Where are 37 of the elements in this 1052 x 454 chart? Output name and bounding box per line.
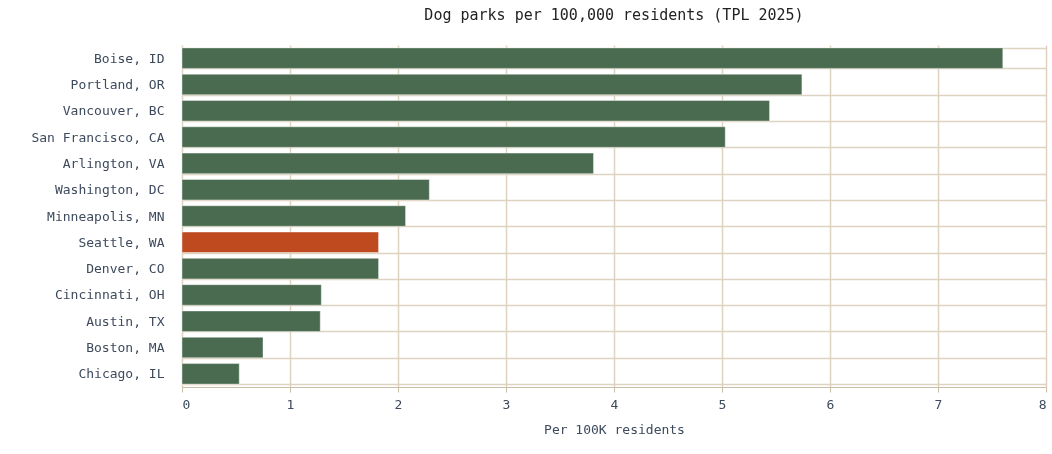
y-tick-label: Minneapolis, MN [47, 208, 165, 224]
x-tick-label: 2 [394, 396, 403, 412]
y-tick-label: Cincinnati, OH [54, 287, 165, 303]
x-tick-label: 0 [182, 396, 191, 412]
x-tick-label: 4 [610, 396, 619, 412]
bar [181, 363, 240, 385]
y-tick-label: Arlington, VA [62, 155, 165, 171]
x-tick-label: 1 [286, 396, 295, 412]
bar [181, 336, 264, 359]
bar [181, 126, 726, 148]
x-tick-label: 6 [826, 396, 835, 412]
y-tick-label: Boise, ID [94, 50, 165, 66]
y-tick-label: Chicago, IL [78, 366, 165, 382]
bar [181, 152, 594, 175]
bar [181, 310, 321, 332]
bar [181, 178, 430, 201]
bar [181, 205, 407, 227]
bar [181, 257, 380, 280]
y-tick-label: Boston, MA [86, 340, 165, 356]
x-axis-title: Per 100K residents [544, 421, 685, 437]
bar [181, 73, 803, 96]
x-tick-label: 5 [718, 396, 727, 412]
y-tick-label: San Francisco, CA [31, 129, 165, 145]
bar [181, 231, 380, 254]
y-tick-label: Vancouver, BC [62, 103, 165, 119]
y-tick-label: Austin, TX [86, 313, 165, 329]
bar [181, 47, 1004, 69]
y-tick-label: Portland, OR [70, 76, 165, 92]
x-tick-label: 8 [1038, 396, 1047, 412]
bar [181, 284, 322, 306]
x-tick-label: 3 [502, 396, 511, 412]
y-tick-label: Seattle, WA [78, 234, 165, 250]
y-tick-label: Denver, CO [86, 261, 165, 277]
y-tick-label: Washington, DC [54, 182, 165, 198]
x-tick-label: 7 [934, 396, 943, 412]
chart-title: Dog parks per 100,000 residents (TPL 2025) [424, 6, 804, 24]
bar [181, 100, 771, 122]
